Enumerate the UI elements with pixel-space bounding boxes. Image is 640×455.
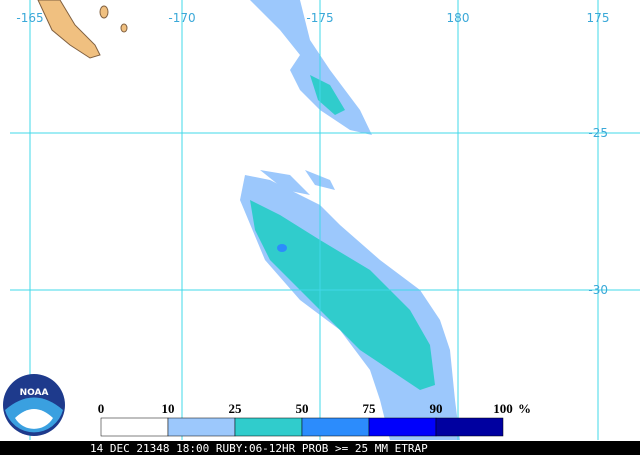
legend-label: 50 (296, 401, 309, 416)
lon-label: 180 (447, 11, 470, 25)
lon-label: -170 (168, 11, 195, 25)
legend-swatch (100, 417, 169, 437)
legend-unit: % (518, 401, 531, 416)
lon-label: -165 (16, 11, 43, 25)
legend-label: 75 (363, 401, 377, 416)
logo-text: NOAA (20, 388, 49, 398)
lon-label: -175 (306, 11, 333, 25)
graticule (10, 0, 640, 440)
legend-label: 10 (162, 401, 175, 416)
legend-swatch (301, 417, 370, 437)
footer-bar (0, 441, 640, 455)
lon-label: 175 (587, 11, 610, 25)
noaa-logo: NOAA (3, 374, 65, 436)
land (37, 0, 128, 59)
legend-swatch (234, 417, 303, 437)
lat-label: -30 (588, 283, 608, 297)
footer-text: 14 DEC 21348 18:00 RUBY:06-12HR PROB >= … (90, 442, 428, 455)
legend-swatch (435, 417, 504, 437)
legend: 0 10 25 50 75 90 100% (98, 401, 531, 437)
legend-label: 25 (229, 401, 243, 416)
precip (240, 0, 460, 440)
legend-label: 0 (98, 401, 105, 416)
lat-label: -25 (588, 126, 608, 140)
legend-label: 100 (493, 401, 513, 416)
legend-label: 90 (430, 401, 443, 416)
legend-swatch (167, 417, 236, 437)
legend-swatch (368, 417, 437, 437)
